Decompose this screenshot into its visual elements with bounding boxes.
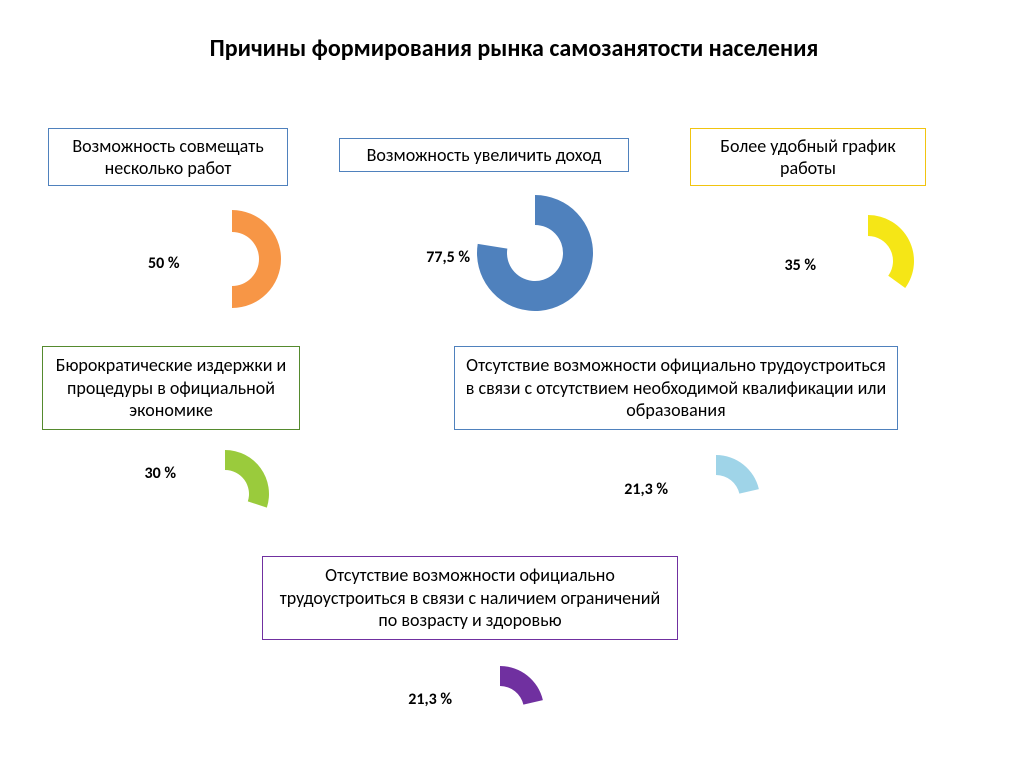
box-no-qualification: Отсутствие возможности официально трудоу… xyxy=(454,346,898,430)
donut-schedule xyxy=(818,211,918,311)
pct-increase-income: 77,5 % xyxy=(426,248,470,267)
pct-combine-jobs: 50 % xyxy=(148,254,180,273)
box-bureaucracy: Бюрократические издержки и процедуры в о… xyxy=(42,346,300,430)
box-schedule: Более удобный график работы xyxy=(690,128,926,186)
pct-bureaucracy: 30 % xyxy=(145,464,177,483)
donut-arc xyxy=(232,210,281,308)
donut-age-health xyxy=(452,662,548,758)
donut-arc xyxy=(225,450,269,508)
box-age-health: Отсутствие возможности официально трудоу… xyxy=(262,556,678,640)
pct-schedule: 35 % xyxy=(785,256,817,275)
donut-arc xyxy=(716,455,759,494)
donut-arc xyxy=(868,215,914,288)
pct-no-qualification: 21,3 % xyxy=(624,480,668,499)
donut-no-qualification xyxy=(668,451,764,547)
donut-arc xyxy=(477,195,593,311)
pct-age-health: 21,3 % xyxy=(408,690,452,709)
donut-bureaucracy xyxy=(177,446,273,542)
page-title: Причины формирования рынка самозанятости… xyxy=(0,34,1028,63)
box-combine-jobs: Возможность совмещать несколько работ xyxy=(48,128,288,186)
donut-arc xyxy=(500,666,543,705)
box-increase-income: Возможность увеличить доход xyxy=(339,138,629,172)
donut-combine-jobs xyxy=(179,206,285,312)
donut-increase-income xyxy=(473,191,597,315)
